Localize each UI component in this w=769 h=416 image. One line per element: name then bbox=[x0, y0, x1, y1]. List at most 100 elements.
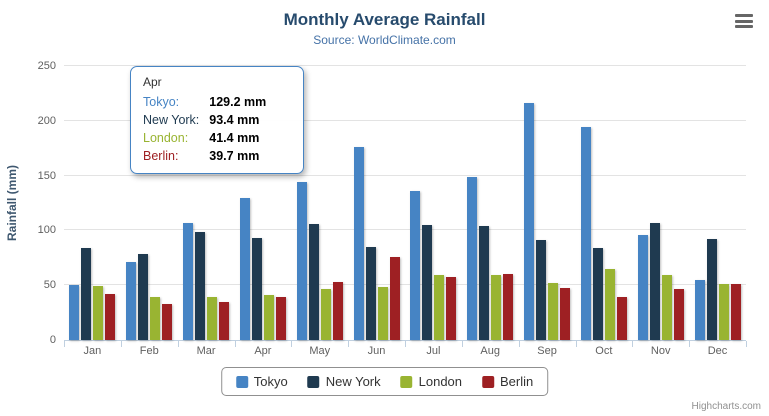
x-axis-label-jun: Jun bbox=[367, 345, 386, 357]
bar-berlin-aug[interactable] bbox=[503, 273, 514, 340]
legend-swatch-new-york bbox=[307, 375, 320, 388]
bar-new-york-sep[interactable] bbox=[536, 240, 547, 340]
bar-berlin-sep[interactable] bbox=[560, 287, 571, 340]
legend-item-tokyo[interactable]: Tokyo bbox=[235, 374, 288, 389]
x-axis-label-jul: Jul bbox=[426, 345, 441, 357]
x-axis-tick bbox=[689, 341, 691, 347]
gridline bbox=[64, 284, 746, 286]
bar-new-york-oct[interactable] bbox=[592, 248, 603, 340]
bar-new-york-apr[interactable] bbox=[251, 237, 262, 340]
tooltip: Apr Tokyo: 129.2 mm New York: 93.4 mm London… bbox=[130, 66, 304, 174]
bar-group-jan bbox=[64, 66, 121, 340]
bar-london-mar[interactable] bbox=[207, 296, 218, 340]
bar-tokyo-aug[interactable] bbox=[467, 177, 478, 340]
bar-tokyo-nov[interactable] bbox=[637, 235, 648, 340]
bar-group-mar bbox=[178, 66, 235, 340]
bar-berlin-jan[interactable] bbox=[105, 293, 116, 340]
credits-link[interactable]: Highcharts.com bbox=[691, 401, 761, 412]
legend-label-new-york: New York bbox=[325, 374, 381, 389]
bar-new-york-mar[interactable] bbox=[195, 232, 206, 340]
bar-london-jun[interactable] bbox=[377, 287, 388, 340]
legend-label-berlin: Berlin bbox=[500, 374, 534, 389]
bar-london-jul[interactable] bbox=[434, 275, 445, 340]
x-axis-label-apr: Apr bbox=[254, 345, 272, 357]
y-axis-title: Rainfall (mm) bbox=[2, 66, 22, 340]
tooltip-series-name-berlin: Berlin: bbox=[143, 149, 179, 163]
bar-group-sep bbox=[519, 66, 576, 340]
export-menu-icon[interactable] bbox=[735, 14, 753, 28]
chart-subtitle: Source: WorldClimate.com bbox=[313, 33, 456, 47]
bar-tokyo-jan[interactable] bbox=[69, 285, 80, 340]
bar-berlin-nov[interactable] bbox=[673, 288, 684, 340]
bar-berlin-dec[interactable] bbox=[730, 284, 741, 340]
gridline bbox=[64, 119, 746, 121]
bar-tokyo-apr[interactable] bbox=[239, 198, 250, 340]
x-axis-labels: Jan Feb Mar Apr May Jun Jul Aug Sep Oct Nov Dec bbox=[64, 345, 746, 357]
legend-label-tokyo: Tokyo bbox=[253, 374, 288, 389]
tooltip-category: Apr bbox=[143, 75, 162, 89]
y-axis-tick-label: 0 bbox=[49, 334, 56, 346]
bar-group-jul bbox=[405, 66, 462, 340]
bar-tokyo-jul[interactable] bbox=[410, 191, 421, 340]
legend-item-berlin[interactable]: Berlin bbox=[482, 374, 533, 389]
y-axis-tick-label: 200 bbox=[37, 114, 56, 127]
bar-london-nov[interactable] bbox=[661, 275, 672, 340]
bar-new-york-dec[interactable] bbox=[706, 238, 717, 340]
y-axis-title-text: Rainfall (mm) bbox=[5, 164, 20, 242]
legend-item-london[interactable]: London bbox=[400, 374, 462, 389]
bar-london-aug[interactable] bbox=[491, 274, 502, 340]
bar-tokyo-oct[interactable] bbox=[580, 127, 591, 340]
bar-tokyo-sep[interactable] bbox=[524, 102, 535, 340]
bar-london-dec[interactable] bbox=[718, 283, 729, 340]
bar-new-york-jun[interactable] bbox=[365, 247, 376, 340]
bar-berlin-jun[interactable] bbox=[389, 257, 400, 340]
menu-bar bbox=[735, 19, 753, 23]
y-axis-tick-label: 250 bbox=[37, 60, 56, 72]
bars-layer bbox=[64, 66, 746, 340]
gridline bbox=[64, 229, 746, 231]
bar-berlin-apr[interactable] bbox=[275, 296, 286, 340]
bar-berlin-mar[interactable] bbox=[219, 302, 230, 340]
bar-new-york-jan[interactable] bbox=[81, 248, 92, 340]
bar-london-sep[interactable] bbox=[548, 282, 559, 340]
bar-berlin-jul[interactable] bbox=[446, 277, 457, 340]
x-axis-tick bbox=[291, 341, 293, 347]
legend-swatch-london bbox=[400, 375, 413, 388]
bar-berlin-oct[interactable] bbox=[616, 297, 627, 340]
x-axis-label-oct: Oct bbox=[595, 345, 613, 357]
x-axis-tick bbox=[64, 341, 65, 347]
bar-new-york-aug[interactable] bbox=[479, 225, 490, 340]
bar-tokyo-dec[interactable] bbox=[694, 280, 705, 340]
bar-london-feb[interactable] bbox=[150, 297, 161, 340]
y-axis-labels: 0 50 100 150 200 250 bbox=[24, 60, 56, 346]
tooltip-series-value-london: 41.4 mm bbox=[209, 131, 260, 145]
bar-london-may[interactable] bbox=[320, 288, 331, 340]
bar-group-dec bbox=[689, 66, 746, 340]
bar-london-apr[interactable] bbox=[263, 294, 274, 340]
chart-title: Monthly Average Rainfall bbox=[283, 10, 486, 29]
legend-swatch-berlin bbox=[482, 375, 495, 388]
bar-group-may bbox=[291, 66, 348, 340]
bar-new-york-jul[interactable] bbox=[422, 224, 433, 340]
bar-tokyo-may[interactable] bbox=[296, 182, 307, 340]
x-axis-tick bbox=[518, 341, 520, 347]
x-axis-label-aug: Aug bbox=[480, 345, 500, 357]
bar-berlin-feb[interactable] bbox=[162, 303, 173, 340]
bar-tokyo-mar[interactable] bbox=[183, 223, 194, 340]
bar-london-jan[interactable] bbox=[93, 286, 104, 340]
bar-tokyo-feb[interactable] bbox=[126, 261, 137, 340]
legend-item-new-york[interactable]: New York bbox=[307, 374, 381, 389]
x-axis-tick bbox=[632, 341, 634, 347]
bar-tokyo-jun[interactable] bbox=[353, 147, 364, 340]
x-axis-label-dec: Dec bbox=[707, 345, 728, 357]
bar-new-york-may[interactable] bbox=[308, 223, 319, 340]
bar-berlin-may[interactable] bbox=[332, 282, 343, 340]
bar-new-york-feb[interactable] bbox=[138, 253, 149, 340]
bar-new-york-nov[interactable] bbox=[649, 223, 660, 340]
bar-london-oct[interactable] bbox=[604, 268, 615, 340]
x-axis-tick bbox=[348, 341, 350, 347]
x-axis-tick bbox=[177, 341, 179, 347]
x-axis-tick bbox=[461, 341, 463, 347]
y-axis-tick-label: 100 bbox=[37, 224, 56, 237]
tooltip-series-value-tokyo: 129.2 mm bbox=[209, 95, 267, 109]
